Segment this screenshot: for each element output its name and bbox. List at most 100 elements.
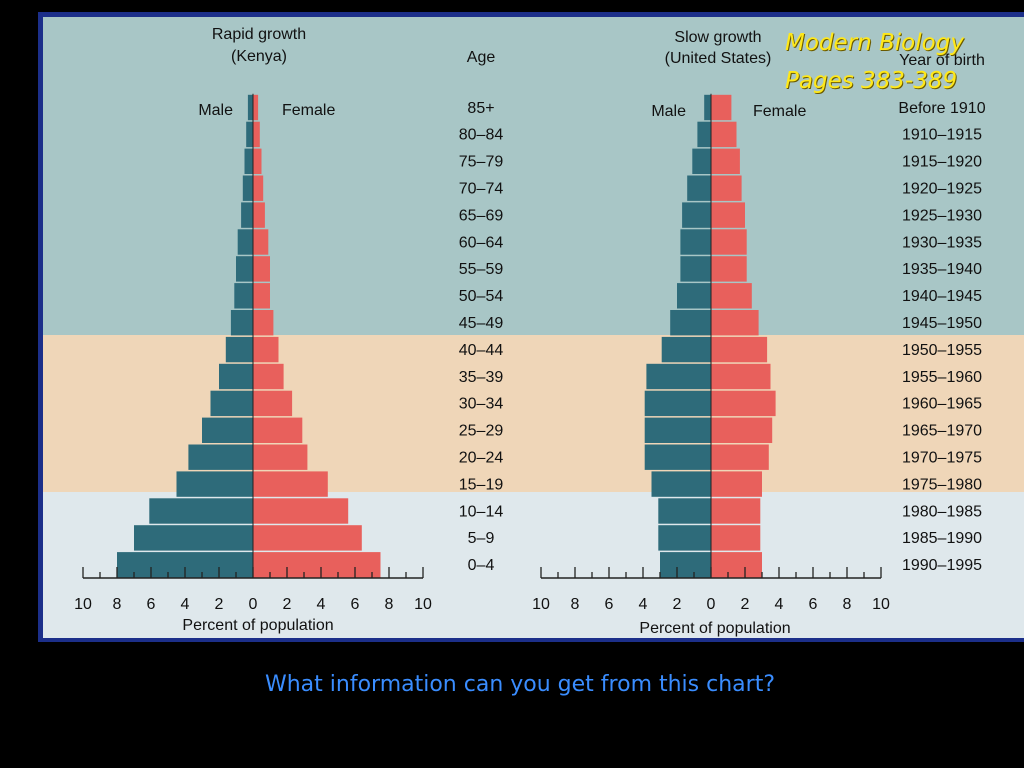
year-of-birth-label: Before 1910	[898, 100, 985, 117]
us-male-bar	[697, 121, 711, 148]
kenya-female-bar	[253, 498, 349, 524]
kenya-male-bar	[188, 444, 253, 470]
kenya-male-bar	[237, 229, 253, 255]
us-male-bar	[644, 390, 711, 417]
kenya-tick-label: 4	[181, 596, 190, 613]
age-label: 30–34	[459, 396, 504, 413]
age-label: 5–9	[468, 530, 495, 547]
us-male-bar	[682, 202, 711, 228]
kenya-tick-label: 4	[317, 596, 326, 613]
kenya-subtitle: (Kenya)	[231, 48, 287, 65]
age-label: 40–44	[459, 342, 504, 359]
year-of-birth-label: 1965–1970	[902, 423, 982, 440]
us-male-bar	[677, 283, 711, 309]
us-female-bar	[711, 175, 742, 201]
us-male-bar	[704, 94, 711, 121]
kenya-tick-label: 10	[74, 596, 92, 613]
kenya-male-bar	[234, 283, 253, 309]
kenya-female-bar	[253, 229, 269, 255]
kenya-male-bar	[246, 121, 253, 148]
year-of-birth-label: 1990–1995	[902, 557, 982, 574]
us-male-bar	[692, 148, 711, 174]
kenya-male-bar	[244, 148, 253, 174]
kenya-male-bar	[134, 525, 253, 551]
us-male-bar	[661, 336, 711, 363]
us-female-bar	[711, 552, 762, 578]
kenya-male-bar	[242, 175, 253, 201]
us-male-bar	[670, 310, 711, 336]
us-female-bar	[711, 444, 769, 470]
us-title: Slow growth	[674, 29, 761, 46]
year-of-birth-label: 1970–1975	[902, 450, 982, 467]
age-label: 15–19	[459, 476, 504, 493]
kenya-female-bar	[253, 175, 264, 201]
year-of-birth-label: 1945–1950	[902, 315, 982, 332]
year-of-birth-label: 1975–1980	[902, 476, 982, 493]
us-male-bar	[646, 363, 711, 390]
us-subtitle: (United States)	[665, 50, 772, 67]
us-female-bar	[711, 202, 745, 228]
age-label: 55–59	[459, 261, 504, 278]
age-label: 0–4	[468, 557, 495, 574]
kenya-female-bar	[253, 444, 308, 470]
year-of-birth-label: 1935–1940	[902, 261, 982, 278]
year-of-birth-label: 1920–1925	[902, 181, 982, 198]
us-tick-label: 8	[843, 596, 852, 613]
kenya-male-bar	[247, 94, 253, 121]
us-male-bar	[680, 256, 711, 282]
source-note-book: Modern Biology	[785, 30, 964, 56]
age-label: 10–14	[459, 503, 504, 520]
us-female-bar	[711, 471, 762, 497]
us-male-bar	[658, 498, 711, 524]
us-female-bar	[711, 229, 747, 255]
year-of-birth-label: 1985–1990	[902, 530, 982, 547]
year-of-birth-label: 1950–1955	[902, 342, 982, 359]
kenya-female-bar	[253, 471, 328, 497]
year-of-birth-header: Year of birth	[899, 52, 985, 69]
kenya-tick-label: 8	[113, 596, 122, 613]
year-of-birth-label: 1960–1965	[902, 396, 982, 413]
us-bars	[644, 93, 776, 578]
age-label: 20–24	[459, 450, 504, 467]
age-label: 65–69	[459, 207, 504, 224]
year-of-birth-labels: 1990–1995 1985–1990 1980–1985 1975–1980 1970…	[898, 100, 985, 574]
us-female-bar	[711, 363, 771, 390]
us-female-bar	[711, 417, 773, 443]
us-tick-label: 6	[605, 596, 614, 613]
kenya-tick-label: 10	[414, 596, 432, 613]
us-female-label: Female	[753, 103, 806, 120]
us-x-axis-label: Percent of population	[639, 620, 790, 637]
kenya-female-bar	[253, 552, 381, 578]
us-female-bar	[711, 310, 759, 336]
kenya-female-bar	[253, 283, 270, 309]
kenya-male-bar	[176, 471, 253, 497]
kenya-tick-label: 2	[283, 596, 292, 613]
kenya-female-bar	[253, 94, 259, 121]
kenya-tick-label: 0	[249, 596, 258, 613]
kenya-male-bar	[202, 417, 253, 443]
year-of-birth-label: 1955–1960	[902, 369, 982, 386]
kenya-female-bar	[253, 525, 362, 551]
us-tick-label: 4	[775, 596, 784, 613]
kenya-female-bar	[253, 256, 270, 282]
us-male-bar	[658, 525, 711, 551]
us-tick-label: 10	[532, 596, 550, 613]
kenya-male-bar	[219, 363, 253, 390]
us-female-bar	[711, 498, 761, 524]
year-of-birth-label: 1915–1920	[902, 154, 982, 171]
kenya-male-bar	[210, 390, 253, 417]
band-top	[43, 17, 1024, 335]
kenya-female-label: Female	[282, 102, 335, 119]
source-note-pages: Pages 383-389	[785, 68, 958, 94]
year-of-birth-label: 1980–1985	[902, 503, 982, 520]
us-tick-label: 2	[741, 596, 750, 613]
us-tick-label: 6	[809, 596, 818, 613]
us-female-bar	[711, 525, 761, 551]
age-label: 25–29	[459, 423, 504, 440]
age-label: 75–79	[459, 154, 504, 171]
kenya-female-bar	[253, 121, 260, 148]
source-note: Modern Biology Pages 383-389	[785, 24, 1005, 100]
year-of-birth-label: 1930–1935	[902, 234, 982, 251]
